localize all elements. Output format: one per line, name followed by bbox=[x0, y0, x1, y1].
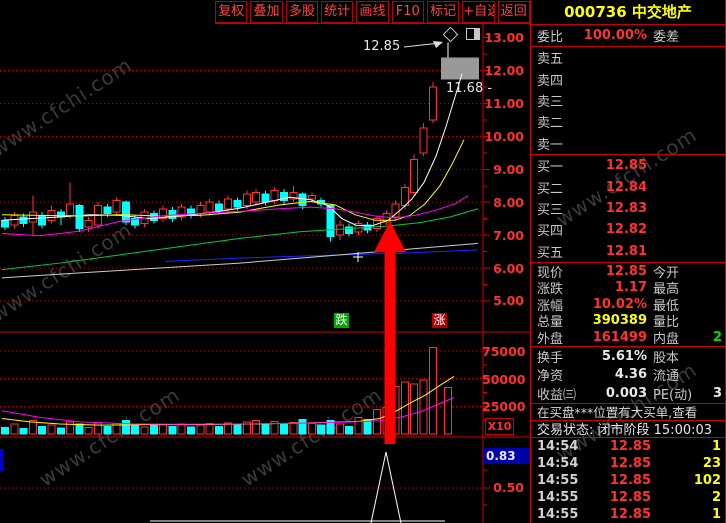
volume-axis-label: 50000 bbox=[482, 371, 526, 387]
buy-row[interactable]: 买二 12.84 bbox=[537, 179, 647, 197]
price-axis-label: 7.00 bbox=[493, 227, 524, 243]
quote-panel: 000736 中交地产 委比 100.00% 委差 卖五 卖四 卖三 卖二 卖一… bbox=[530, 0, 726, 523]
toolbar-button-back[interactable]: 返回 bbox=[497, 1, 530, 23]
weibi-value: 100.00% bbox=[583, 28, 647, 43]
quote-info-b: 换手 5.61% 股本 净资 4.36 流通 收益㈢ 0.003 PE(动) 3 bbox=[531, 347, 725, 404]
up-badge[interactable]: 涨 bbox=[432, 313, 447, 328]
indicator-axis-label: 0.50 bbox=[493, 480, 524, 495]
tape-row: 14:55 12.85 1 bbox=[537, 506, 721, 522]
toolbar: 复权 叠加 多股 统计 画线 F10 标记 +自选 返回 bbox=[215, 1, 530, 23]
volume-axis-label: 75000 bbox=[482, 344, 526, 359]
tape-row: 14:55 12.85 102 bbox=[537, 472, 721, 488]
toolbar-button-fuquan[interactable]: 复权 bbox=[215, 1, 248, 23]
toolbar-underline bbox=[215, 23, 530, 24]
tape-row: 14:55 12.85 2 bbox=[537, 489, 721, 505]
buy-row[interactable]: 买四 12.82 bbox=[537, 222, 647, 240]
indicator-value-box: 0.83 bbox=[484, 448, 532, 464]
buy-row[interactable]: 买三 12.83 bbox=[537, 200, 647, 218]
toolbar-button-statistics[interactable]: 统计 bbox=[320, 1, 354, 23]
main-chart[interactable] bbox=[0, 0, 530, 523]
tape-row: 14:54 12.85 1 bbox=[537, 438, 721, 454]
stock-name: 中交地产 bbox=[631, 3, 692, 21]
big-order-message[interactable]: 在买盘***位置有大买单,查看 bbox=[531, 404, 725, 421]
weicha-label: 委差 bbox=[653, 30, 680, 45]
sell-row[interactable]: 卖三 bbox=[537, 94, 564, 110]
toolbar-button-multistock[interactable]: 多股 bbox=[285, 1, 318, 23]
toolbar-button-mark[interactable]: 标记 bbox=[426, 1, 460, 23]
last-price-annotation: 12.85 bbox=[363, 39, 401, 54]
price-axis-label: 9.00 bbox=[493, 161, 524, 177]
buy-row[interactable]: 买一 12.85 bbox=[537, 158, 647, 176]
pane-marker bbox=[0, 449, 4, 471]
buy-book: 买一 12.85 买二 12.84 买三 12.83 买四 12.82 买五 12.81 bbox=[531, 155, 725, 263]
weibi-label: 委比 bbox=[537, 30, 564, 45]
sell-book: 卖五 卖四 卖三 卖二 卖一 bbox=[531, 47, 725, 155]
price-axis-label: 10.00 bbox=[484, 128, 524, 144]
toolbar-button-overlay[interactable]: 叠加 bbox=[250, 1, 283, 23]
price-axis-label: 11.00 bbox=[484, 96, 524, 111]
tape-list: 14:54 12.85 1 14:54 12.85 23 14:55 12.85 102 1… bbox=[531, 438, 725, 523]
sell-row[interactable]: 卖一 bbox=[537, 137, 564, 153]
volume-multiplier-label: X10 bbox=[485, 418, 514, 435]
down-badge[interactable]: 跌 bbox=[334, 313, 349, 328]
weibi-row: 委比 100.00% 委差 bbox=[531, 25, 725, 47]
toolbar-button-drawline[interactable]: 画线 bbox=[356, 1, 389, 23]
last-low-annotation: 11.68 - bbox=[446, 81, 493, 96]
toolbar-button-f10[interactable]: F10 bbox=[391, 1, 424, 23]
volume-axis-label: 25000 bbox=[482, 399, 526, 415]
trading-status: 交易状态: 闭市阶段 15:00:03 bbox=[531, 421, 725, 438]
buy-row[interactable]: 买五 12.81 bbox=[537, 243, 647, 261]
quote-info-a: 现价 12.85 今开 涨跌 1.17 最高 涨幅 10.02% 最低 总量 390389 量比… bbox=[531, 263, 725, 347]
price-axis-label: 13.00 bbox=[484, 30, 524, 46]
stock-title: 000736 中交地产 bbox=[531, 0, 725, 25]
sell-row[interactable]: 卖四 bbox=[537, 73, 564, 89]
sell-row[interactable]: 卖二 bbox=[537, 116, 564, 132]
price-axis-label: 5.00 bbox=[493, 293, 524, 309]
window-icon[interactable] bbox=[466, 28, 480, 40]
sell-row[interactable]: 卖五 bbox=[537, 52, 564, 68]
toolbar-button-addwatchlist[interactable]: +自选 bbox=[462, 1, 495, 23]
price-axis-label: 6.00 bbox=[493, 260, 524, 276]
price-axis-label: 8.00 bbox=[493, 194, 524, 210]
stock-code: 000736 bbox=[564, 3, 627, 21]
price-axis-label: 12.00 bbox=[484, 63, 524, 79]
tape-row: 14:54 12.85 23 bbox=[537, 455, 721, 471]
